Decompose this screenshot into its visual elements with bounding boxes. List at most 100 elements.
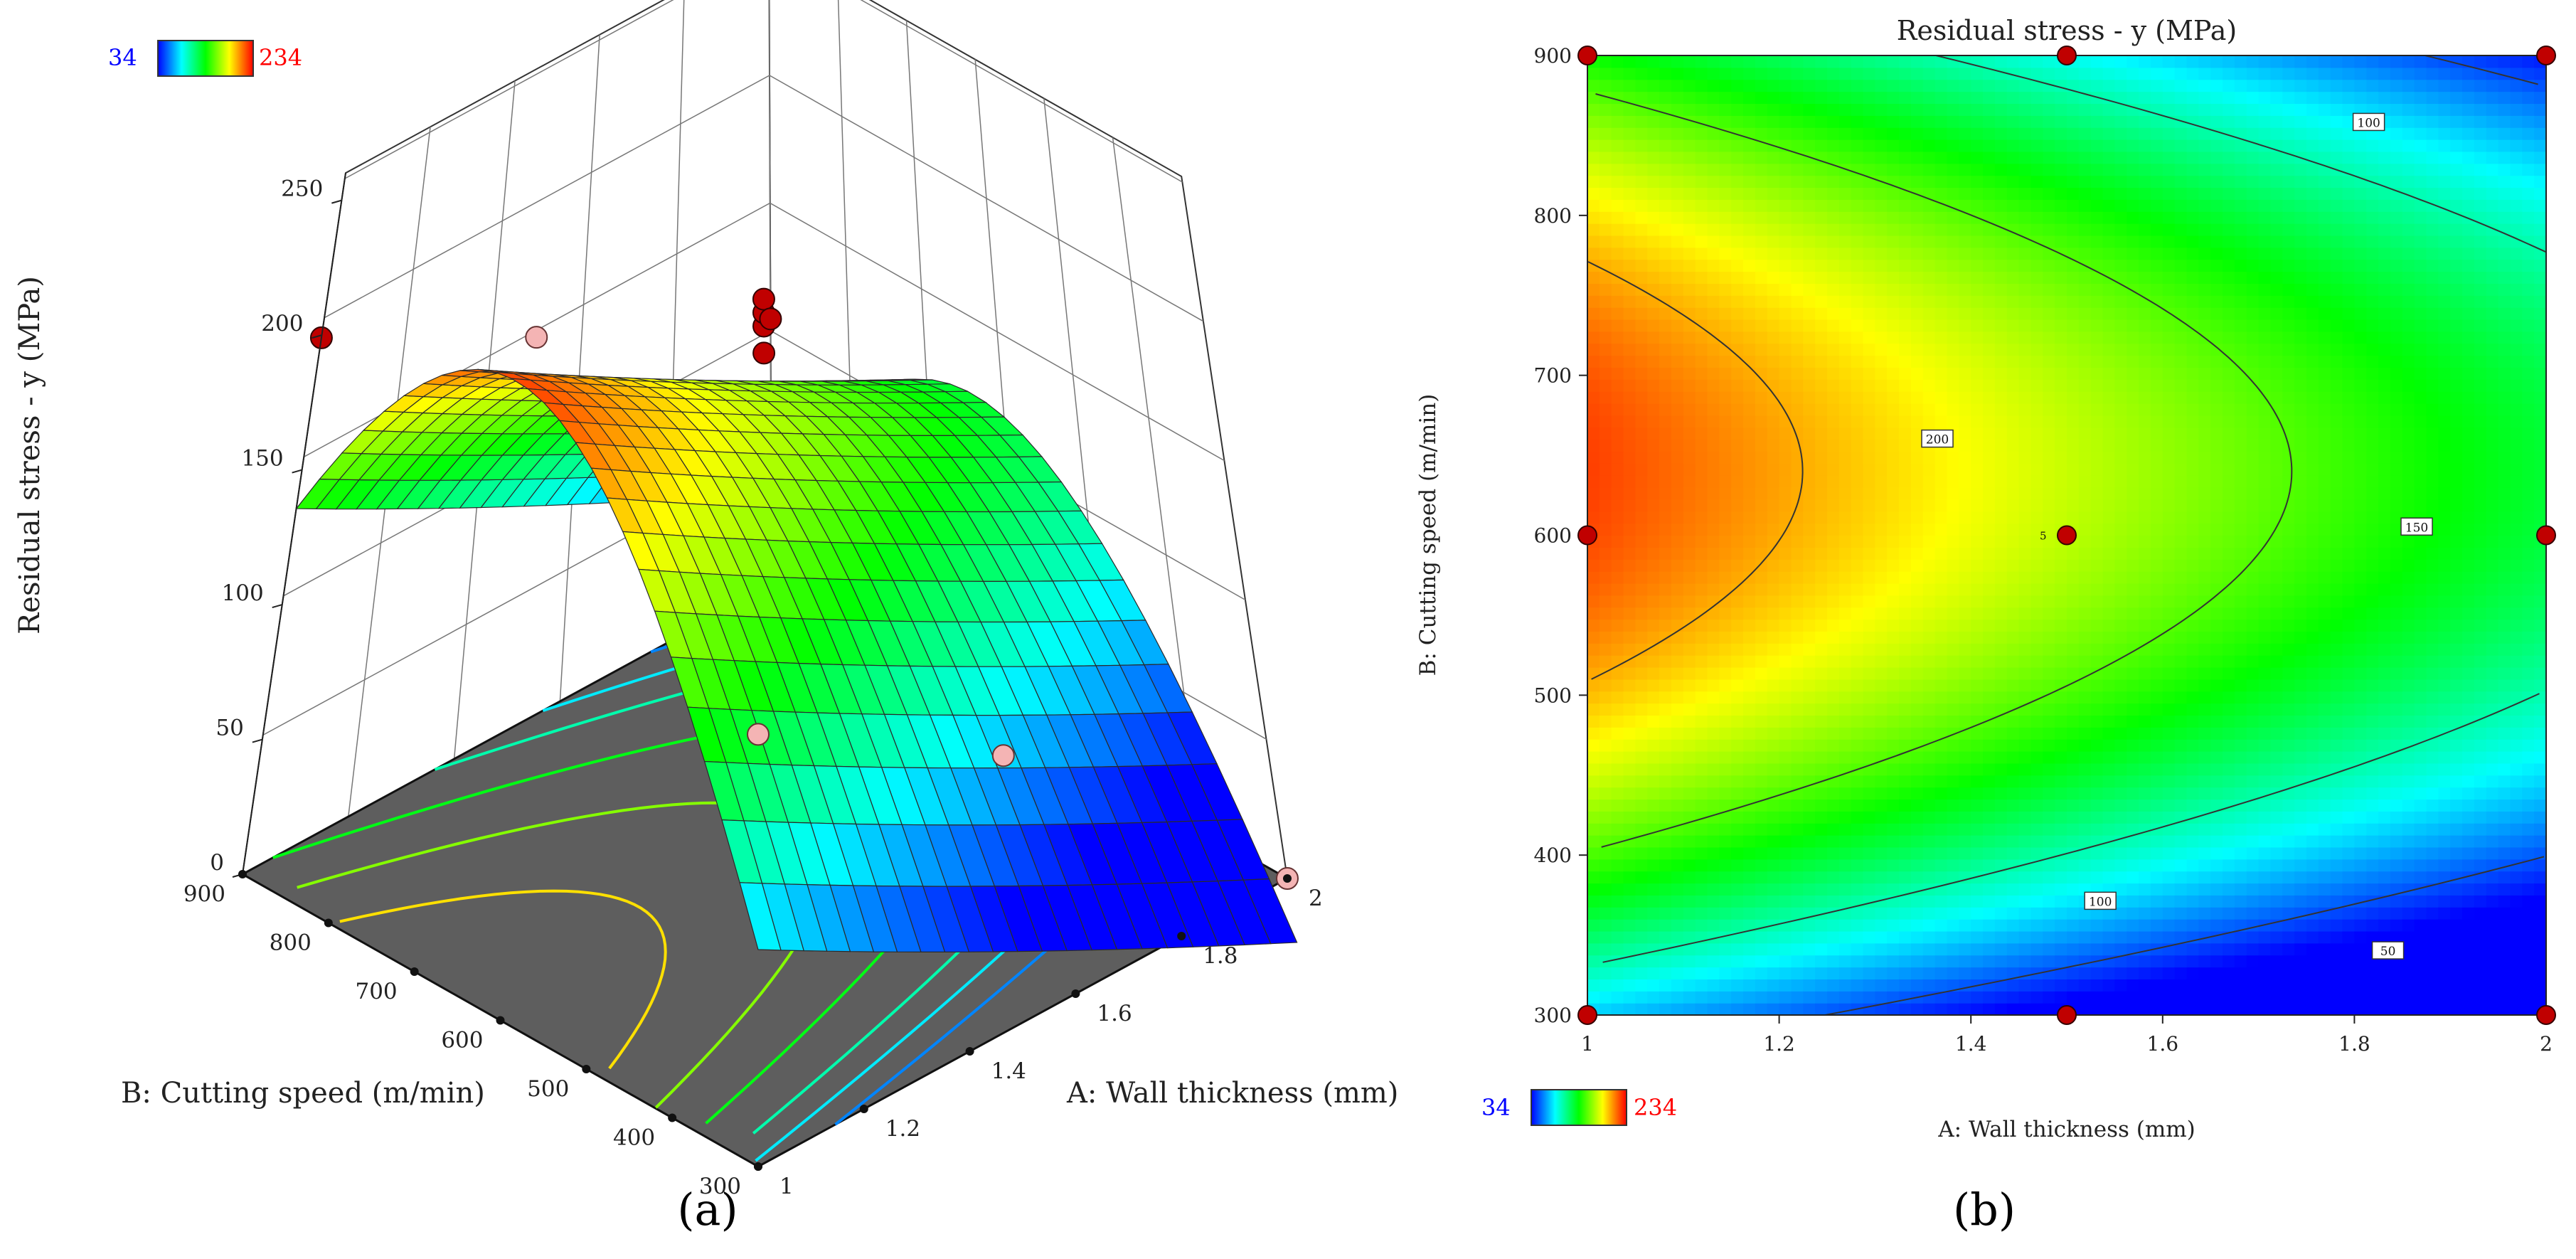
heatmap-cell <box>1671 487 1684 500</box>
heatmap-cell <box>1994 127 2008 140</box>
heatmap-cell <box>1611 715 1624 728</box>
heatmap-cell <box>2090 619 2104 632</box>
heatmap-cell <box>2150 979 2163 992</box>
heatmap-cell <box>1971 583 1984 596</box>
heatmap-cell <box>1767 559 1780 572</box>
heatmap-cell <box>1683 835 1696 848</box>
heatmap-cell <box>1851 391 1864 404</box>
heatmap-cell <box>1959 871 1971 884</box>
heatmap-cell <box>2210 679 2223 692</box>
heatmap-cell <box>2043 547 2055 560</box>
heatmap-cell <box>2162 751 2176 764</box>
heatmap-cell <box>1994 715 2008 728</box>
b-tick-label: 800 <box>270 930 312 956</box>
heatmap-cell <box>2114 103 2127 116</box>
heatmap-cell <box>1599 559 1612 572</box>
heatmap-cell <box>1851 343 1864 356</box>
heatmap-cell <box>1719 391 1732 404</box>
heatmap-cell <box>1731 595 1744 608</box>
heatmap-cell <box>1731 79 1744 92</box>
heatmap-cell <box>1827 607 1840 620</box>
heatmap-cell <box>2114 403 2127 416</box>
heatmap-cell <box>2198 691 2211 704</box>
heatmap-cell <box>1838 379 1852 392</box>
heatmap-cell <box>1743 55 1756 68</box>
heatmap-cell <box>2114 883 2127 896</box>
heatmap-cell <box>2139 919 2151 932</box>
heatmap-cell <box>2090 763 2104 776</box>
heatmap-cell <box>2186 235 2199 248</box>
heatmap-cell <box>2067 655 2080 668</box>
heatmap-cell <box>1994 199 2008 212</box>
heatmap-cell <box>1683 775 1696 788</box>
heatmap-cell <box>1647 139 1660 152</box>
heatmap-cell <box>1779 763 1792 776</box>
heatmap-cell <box>1659 91 1672 105</box>
heatmap-cell <box>1647 811 1660 824</box>
heatmap-cell <box>1827 355 1840 368</box>
heatmap-cell <box>1623 919 1636 932</box>
heatmap-cell <box>1947 666 1959 680</box>
heatmap-cell <box>1791 463 1804 476</box>
heatmap-cell <box>1779 991 1792 1004</box>
heatmap-cell <box>1683 415 1696 428</box>
heatmap-cell <box>2223 739 2235 752</box>
heatmap-cell <box>2150 655 2163 668</box>
heatmap-cell <box>1994 427 2008 440</box>
heatmap-cell <box>1743 895 1756 908</box>
heatmap-cell <box>2055 307 2067 320</box>
heatmap-cell <box>1887 727 1900 740</box>
heatmap-cell <box>2067 67 2080 80</box>
heatmap-cell <box>1647 199 1660 212</box>
heatmap-cell <box>1659 930 1672 944</box>
heatmap-cell <box>2006 427 2020 440</box>
heatmap-cell <box>2210 835 2223 848</box>
heatmap-cell <box>1659 259 1672 272</box>
heatmap-cell <box>1959 475 1971 488</box>
heatmap-cell <box>2139 55 2151 68</box>
heatmap-cell <box>2186 127 2199 140</box>
heatmap-cell <box>1827 787 1840 800</box>
heatmap-cell <box>2102 535 2115 548</box>
heatmap-cell <box>1671 775 1684 788</box>
heatmap-cell <box>2078 846 2092 860</box>
heatmap-cell <box>1851 979 1864 992</box>
heatmap-cell <box>1671 475 1684 488</box>
heatmap-cell <box>2162 103 2176 116</box>
heatmap-cell <box>1635 859 1648 872</box>
heatmap-cell <box>1719 787 1732 800</box>
heatmap-cell <box>2043 223 2055 236</box>
heatmap-cell <box>1838 259 1852 272</box>
heatmap-cell <box>1707 583 1720 596</box>
heatmap-cell <box>2055 595 2067 608</box>
heatmap-cell <box>1971 787 1984 800</box>
heatmap-cell <box>1683 523 1696 536</box>
heatmap-cell <box>1875 319 1888 332</box>
heatmap-cell <box>2018 835 2032 848</box>
heatmap-cell <box>1851 331 1864 344</box>
heatmap-cell <box>1827 991 1840 1004</box>
heatmap-cell <box>1755 391 1768 404</box>
heatmap-cell <box>1719 475 1732 488</box>
heatmap-cell <box>2055 451 2067 464</box>
heatmap-cell <box>1838 751 1852 764</box>
heatmap-cell <box>1695 739 1708 752</box>
heatmap-cell <box>1947 679 1959 692</box>
heatmap-cell <box>2018 859 2032 872</box>
heatmap-cell <box>1623 487 1636 500</box>
heatmap-cell <box>1899 319 1912 332</box>
heatmap-cell <box>1731 55 1744 68</box>
heatmap-cell <box>1599 811 1612 824</box>
heatmap-cell <box>2006 319 2020 332</box>
heatmap-cell <box>1659 607 1672 620</box>
heatmap-cell <box>1851 235 1864 248</box>
heatmap-cell <box>1983 751 1996 764</box>
heatmap-cell <box>1815 283 1828 296</box>
heatmap-cell <box>1875 583 1888 596</box>
heatmap-cell <box>2018 115 2032 128</box>
heatmap-cell <box>2150 835 2163 848</box>
heatmap-cell <box>1863 643 1875 656</box>
heatmap-cell <box>1707 271 1720 284</box>
heatmap-cell <box>2186 487 2199 500</box>
heatmap-cell <box>1767 235 1780 248</box>
